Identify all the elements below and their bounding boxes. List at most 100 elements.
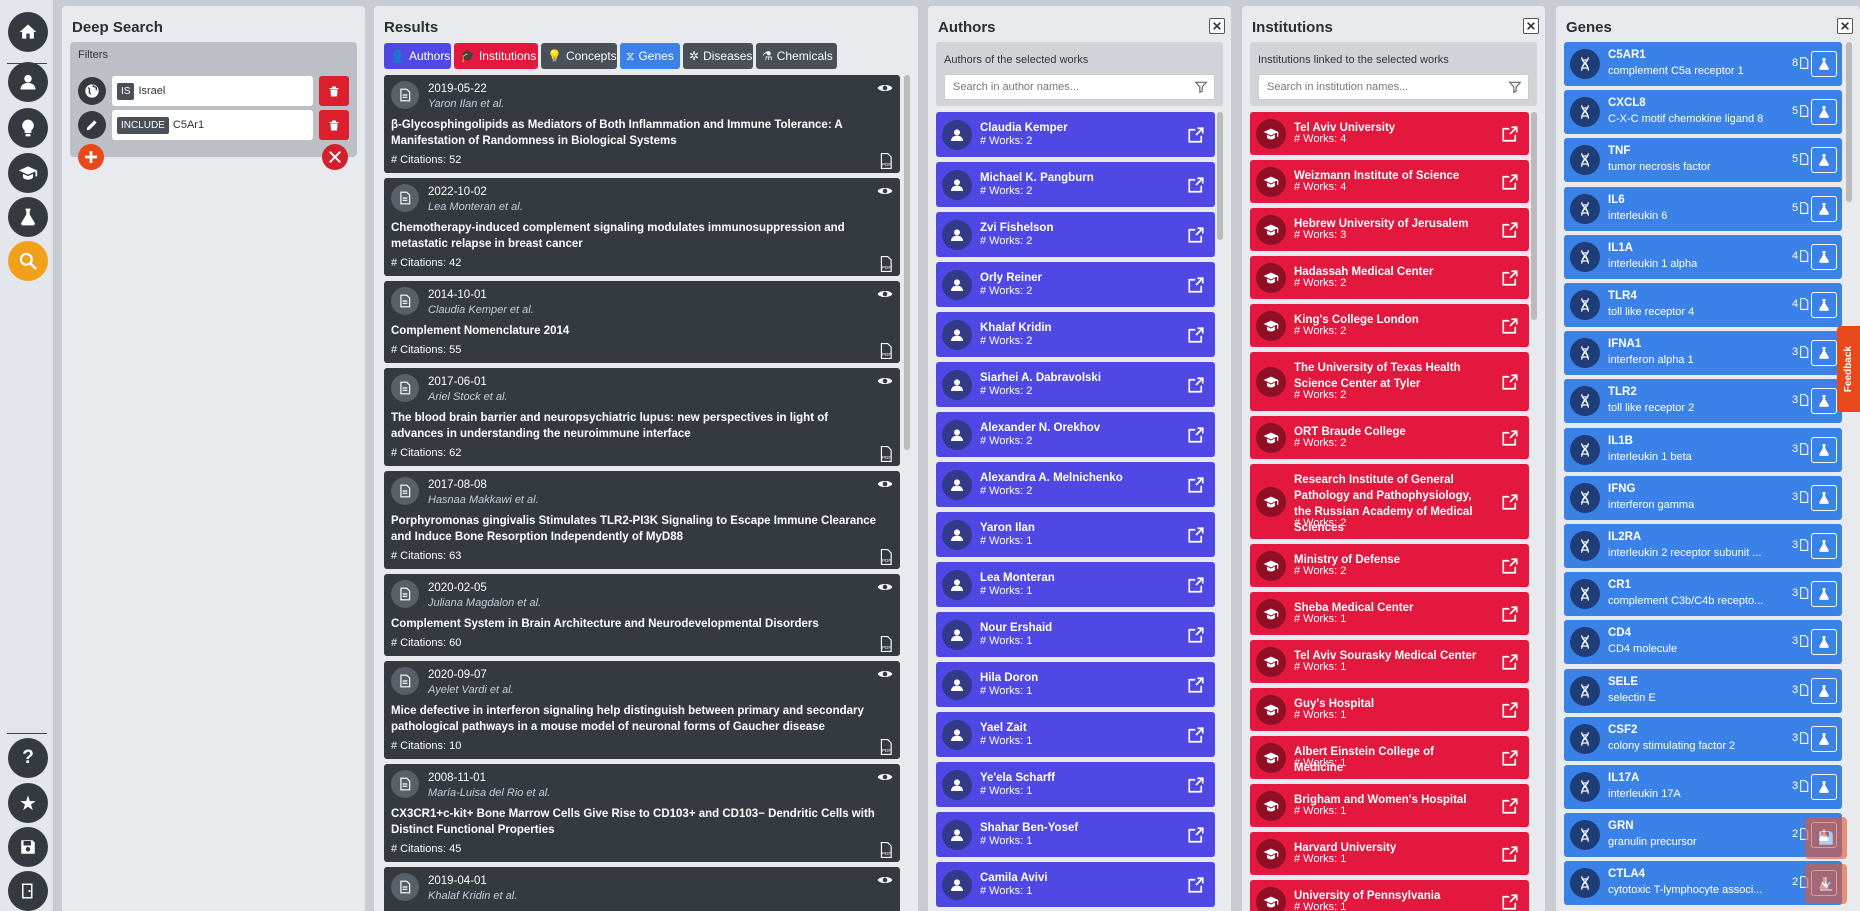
external-link-icon[interactable] [1501,845,1519,863]
flask-icon[interactable] [1811,581,1837,608]
save-icon[interactable] [1805,817,1847,859]
flask-icon[interactable] [1811,195,1837,222]
paper-card[interactable]: 2008-11-01 María-Luisa del Rio et al. CX3C… [384,764,900,862]
author-card[interactable]: Alexandra A. Melnichenko # Works: 2 [936,462,1215,507]
external-link-icon[interactable] [1187,526,1205,544]
tab-institutions[interactable]: 🎓 Institutions [454,43,538,69]
authors-scrollbar[interactable] [1217,112,1223,240]
external-link-icon[interactable] [1501,221,1519,239]
external-link-icon[interactable] [1501,373,1519,391]
gene-card[interactable]: TLR2 toll like receptor 2 3 [1564,379,1842,424]
external-link-icon[interactable] [1187,576,1205,594]
feedback-tab[interactable]: Feedback [1837,326,1860,412]
institution-card[interactable]: Hadassah Medical Center # Works: 2 [1250,256,1529,299]
pdf-icon[interactable]: PDF [879,549,893,565]
gene-card[interactable]: IL1A interleukin 1 alpha 4 [1564,234,1842,279]
pdf-icon[interactable]: PDF [879,446,893,462]
paper-card[interactable]: 2020-02-05 Juliana Magdalon et al. Complem… [384,574,900,656]
clear-filters-icon[interactable] [322,144,348,170]
external-link-icon[interactable] [1501,749,1519,767]
flask-icon[interactable] [1811,147,1837,174]
gene-card[interactable]: IFNA1 interferon alpha 1 3 [1564,331,1842,376]
gene-card[interactable]: IL6 interleukin 6 5 [1564,186,1842,231]
external-link-icon[interactable] [1501,125,1519,143]
author-card[interactable]: Lea Monteran # Works: 1 [936,562,1215,607]
external-link-icon[interactable] [1187,176,1205,194]
external-link-icon[interactable] [1501,429,1519,447]
help-icon[interactable]: ? [8,738,48,778]
institution-card[interactable]: University of Pennsylvania # Works: 1 [1250,880,1529,911]
star-icon[interactable]: ★ [8,783,48,823]
external-link-icon[interactable] [1501,493,1519,511]
eye-icon[interactable] [877,668,893,680]
paper-title[interactable]: Porphyromonas gingivalis Stimulates TLR2… [391,515,877,543]
pdf-icon[interactable]: PDF [879,256,893,272]
external-link-icon[interactable] [1187,476,1205,494]
flask-icon[interactable] [1811,436,1837,463]
results-scrollbar[interactable] [904,75,910,450]
institution-card[interactable]: ORT Braude College # Works: 2 [1250,416,1529,459]
institution-card[interactable]: Guy's Hospital # Works: 1 [1250,688,1529,731]
eye-icon[interactable] [877,771,893,783]
institution-card[interactable]: Weizmann Institute of Science # Works: 4 [1250,160,1529,203]
tab-diseases[interactable]: ✲ Diseases [683,43,753,69]
gene-card[interactable]: GRN granulin precursor 2 [1564,813,1842,858]
author-card[interactable]: Camila Avivi # Works: 1 [936,862,1215,907]
paper-card[interactable]: 2019-05-22 Yaron Ilan et al. β-Glycosphing… [384,75,900,173]
paper-title[interactable]: CX3CR1+c-kit+ Bone Marrow Cells Give Ris… [391,808,875,836]
external-link-icon[interactable] [1187,826,1205,844]
paper-card[interactable]: 2017-06-01 Ariel Stock et al. The blood br… [384,368,900,466]
flask-icon[interactable] [1811,388,1837,415]
pdf-icon[interactable]: PDF [879,739,893,755]
paper-card[interactable]: 2019-04-01 Khalaf Kridin et al. [384,867,900,911]
external-link-icon[interactable] [1187,226,1205,244]
add-filter-icon[interactable] [78,144,104,170]
paper-card[interactable]: 2017-08-08 Hasnaa Makkawi et al. Porphyrom… [384,471,900,569]
external-link-icon[interactable] [1187,276,1205,294]
gene-card[interactable]: SELE selectin E 3 [1564,668,1842,713]
author-card[interactable]: Shahar Ben-Yosef # Works: 1 [936,812,1215,857]
institution-card[interactable]: Sheba Medical Center # Works: 1 [1250,592,1529,635]
external-link-icon[interactable] [1187,426,1205,444]
author-card[interactable]: Hila Doron # Works: 1 [936,662,1215,707]
tab-concepts[interactable]: 💡 Concepts [541,43,617,69]
external-link-icon[interactable] [1187,376,1205,394]
download-icon[interactable] [1805,864,1847,904]
external-link-icon[interactable] [1501,605,1519,623]
institution-card[interactable]: The University of Texas Health Science C… [1250,352,1529,411]
flask-icon[interactable] [8,197,48,237]
author-card[interactable]: Siarhei A. Dabravolski # Works: 2 [936,362,1215,407]
lightbulb-icon[interactable] [8,108,48,148]
eye-icon[interactable] [877,478,893,490]
author-card[interactable]: Yaron Ilan # Works: 1 [936,512,1215,557]
gene-card[interactable]: CD4 CD4 molecule 3 [1564,620,1842,665]
paper-title[interactable]: Mice defective in interferon signaling h… [391,705,864,733]
institution-search-input[interactable]: Search in institution names... [1258,74,1529,100]
author-card[interactable]: Claudia Kemper # Works: 2 [936,112,1215,157]
pdf-icon[interactable]: PDF [879,636,893,652]
institution-card[interactable]: Albert Einstein College of Medicine # Wor… [1250,736,1529,779]
external-link-icon[interactable] [1187,676,1205,694]
institution-card[interactable]: Hebrew University of Jerusalem # Works: 3 [1250,208,1529,251]
external-link-icon[interactable] [1187,876,1205,894]
globe-icon[interactable] [78,77,106,105]
trash-icon[interactable] [319,76,349,106]
gene-card[interactable]: TNF tumor necrosis factor 5 [1564,138,1842,183]
paper-title[interactable]: β-Glycosphingolipids as Mediators of Bot… [391,119,843,147]
close-icon[interactable] [1523,18,1539,34]
genes-scrollbar[interactable] [1846,42,1852,202]
author-card[interactable]: Alexander N. Orekhov # Works: 2 [936,412,1215,457]
author-card[interactable]: Zvi Fishelson # Works: 2 [936,212,1215,257]
filter-icon[interactable] [1194,80,1208,94]
save-icon[interactable] [8,827,48,867]
institution-card[interactable]: Tel Aviv Sourasky Medical Center # Works:… [1250,640,1529,683]
external-link-icon[interactable] [1501,557,1519,575]
paper-title[interactable]: Complement System in Brain Architecture … [391,618,819,630]
pdf-icon[interactable]: PDF [879,343,893,359]
external-link-icon[interactable] [1187,776,1205,794]
filter-field[interactable]: IS Israel [112,76,313,106]
external-link-icon[interactable] [1501,701,1519,719]
author-card[interactable]: Ye'ela Scharff # Works: 1 [936,762,1215,807]
flask-icon[interactable] [1811,774,1837,800]
author-card[interactable]: Khalaf Kridin # Works: 2 [936,312,1215,357]
